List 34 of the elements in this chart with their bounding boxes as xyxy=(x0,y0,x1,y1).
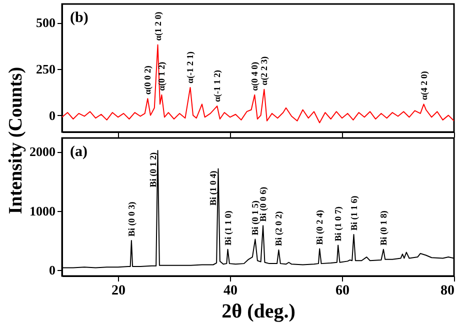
y-tick-label: 0 xyxy=(49,262,56,278)
annotation: Bi (1 1 0) xyxy=(222,210,233,246)
annotation: α(4 2 0) xyxy=(418,71,429,100)
line-series xyxy=(62,44,454,124)
x-axis-title: 2θ (deg.) xyxy=(222,300,296,322)
annotation: Bi (0 1 2) xyxy=(148,152,158,188)
x-tick-label: 80 xyxy=(440,284,454,298)
annotation: α(-1 1 2) xyxy=(212,70,222,102)
annotation: (b) xyxy=(70,10,88,26)
annotation: (a) xyxy=(70,144,88,160)
annotation: Bi (2 0 2) xyxy=(274,211,284,246)
annotation: Bi (1 1 6) xyxy=(348,196,359,231)
annotation: α(1 2 0) xyxy=(152,12,163,41)
x-tick-label: 20 xyxy=(112,284,126,298)
y-tick-label: 2000 xyxy=(30,144,56,160)
annotation: α(0 1 2) xyxy=(156,62,167,91)
x-tick-label: 40 xyxy=(224,284,238,298)
annotation: α(0 4 0) xyxy=(250,62,260,91)
annotation: Bi (0 0 3) xyxy=(126,202,136,236)
annotation: α(2 2 3) xyxy=(259,56,270,86)
x-tick-label: 60 xyxy=(336,284,350,298)
annotation: α(-1 2 1) xyxy=(185,51,196,84)
y-tick-label: 0 xyxy=(49,108,56,123)
y-tick-label: 250 xyxy=(36,61,56,76)
annotation: Bi (0 1 5) xyxy=(250,200,260,236)
annotation: Bi (0 1 8) xyxy=(378,210,388,246)
y-tick-label: 500 xyxy=(36,15,56,30)
annotation: Bi (0 0 6) xyxy=(258,186,268,222)
annotation: Bi (1 0 7) xyxy=(333,206,344,242)
y-tick-label: 1000 xyxy=(30,203,56,218)
annotation: α(0 0 2) xyxy=(142,66,153,95)
annotation: Bi (0 2 4) xyxy=(314,210,325,245)
y-axis-title: Intensity (Counts) xyxy=(6,66,26,214)
annotation: Bi (1 0 4) xyxy=(208,170,218,206)
